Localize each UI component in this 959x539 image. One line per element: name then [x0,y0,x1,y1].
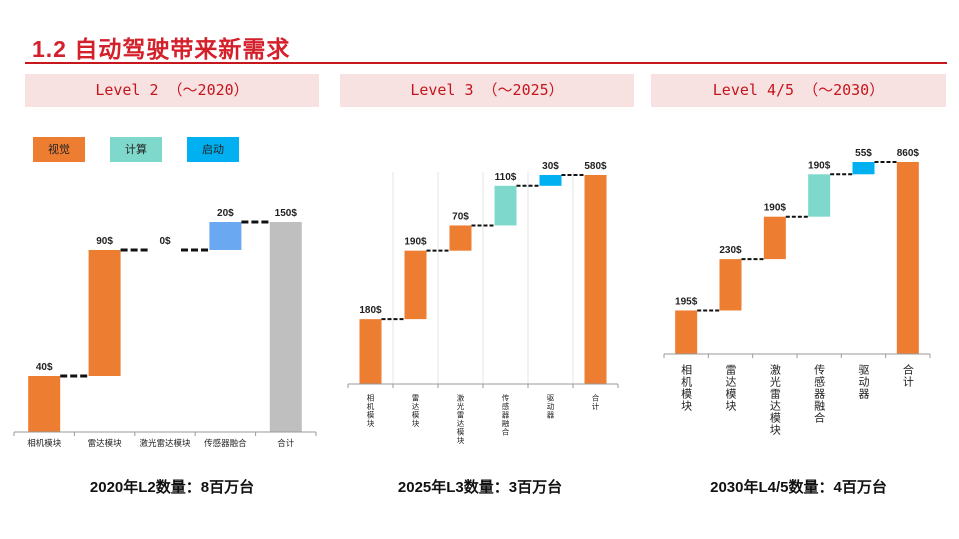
category-label: 合计 [901,363,914,388]
waterfall-bar [896,162,919,354]
category-label: 驱动器 [857,364,870,400]
data-label: 195$ [675,296,698,307]
waterfall-bar [763,216,786,260]
data-label: 40$ [36,362,53,373]
waterfall-bar [719,259,742,311]
waterfall-bar [404,250,427,320]
data-label: 90$ [96,236,113,247]
data-label: 20$ [217,208,234,219]
level-3-banner: Level 3 （～2025） [340,74,634,107]
waterfall-bar [852,162,875,175]
category-label: 雷达模块 [411,394,420,429]
data-label: 55$ [855,148,872,159]
legend-compute: 计算 [110,137,162,162]
waterfall-bar [28,376,61,432]
category-label: 激光雷达模块 [139,438,191,449]
level-4-5-banner: Level 4/5 （～2030） [651,74,946,107]
category-label: 雷达模块 [724,364,737,412]
level-2-banner: Level 2 （～2020） [25,74,319,107]
caption-2030: 2030年L4/5数量：4百万台 [710,479,887,496]
caption-2020: 2020年L2数量：8百万台 [89,479,255,496]
category-label: 驱动器 [546,394,555,420]
data-label: 190$ [808,160,831,171]
data-label: 190$ [404,237,427,248]
data-label: 110$ [495,172,517,183]
waterfall-bar [209,222,242,250]
waterfall-bar [584,175,607,384]
data-label: 180$ [359,305,382,316]
waterfall-bar [494,185,517,226]
category-label: 相机模块 [366,393,375,429]
waterfall-bar [808,174,831,217]
data-label: 30$ [542,161,559,172]
category-label: 传感器融合 [501,393,510,437]
category-label: 合计 [591,393,600,412]
waterfall-bar [539,175,562,186]
category-label: 雷达模块 [88,438,123,449]
data-label: 230$ [719,245,742,256]
category-label: 激光雷达模块 [456,393,465,446]
category-label: 相机模块 [27,438,62,449]
category-label: 相机模块 [680,364,693,412]
page-title: 1.2 自动驾驶带来新需求 [32,36,291,62]
data-label: 150$ [275,208,298,219]
waterfall-bar [269,222,302,432]
data-label: 190$ [764,203,787,214]
data-label: 0$ [159,236,171,247]
waterfall-bar [449,225,472,251]
waterfall-bar [88,250,121,376]
category-label: 传感器融合 [204,438,247,449]
data-label: 580$ [584,161,607,172]
title-underline [25,62,947,64]
caption-2025: 2025年L3数量：3百万台 [397,479,563,496]
data-label: 860$ [897,148,920,159]
category-label: 合计 [277,438,295,449]
category-label: 传感器融合 [813,364,826,424]
legend-vision: 视觉 [33,137,85,162]
waterfall-bar [675,310,698,354]
waterfall-bar [359,319,382,384]
category-label: 激光雷达模块 [768,363,781,436]
data-label: 70$ [452,211,469,222]
legend-actuation: 启动 [187,137,239,162]
